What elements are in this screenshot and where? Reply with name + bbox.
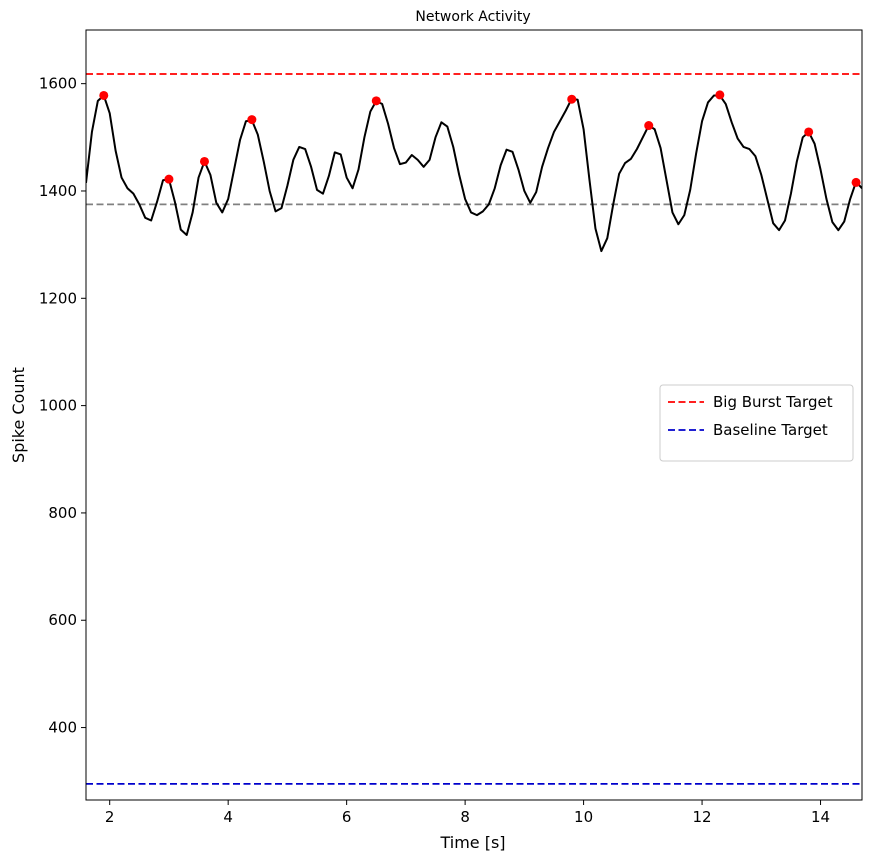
y-tick-label: 1600: [39, 75, 77, 93]
peak-marker: [804, 127, 814, 137]
plot-layer: [86, 73, 862, 785]
peak-marker: [851, 177, 861, 187]
x-tick-label: 4: [223, 808, 233, 826]
x-tick-label: 14: [811, 808, 830, 826]
x-axis-label: Time [s]: [439, 833, 505, 852]
peak-marker: [199, 156, 209, 166]
y-tick-label: 1200: [39, 289, 77, 307]
x-tick-label: 2: [105, 808, 115, 826]
peak-marker: [99, 90, 109, 100]
peak-marker: [715, 90, 725, 100]
peak-marker: [247, 115, 257, 125]
x-tick-label: 8: [460, 808, 470, 826]
y-tick-label: 800: [48, 504, 77, 522]
y-axis-label: Spike Count: [9, 367, 28, 463]
chart-title: Network Activity: [415, 9, 530, 25]
peak-marker: [644, 121, 654, 131]
x-tick-label: 6: [342, 808, 352, 826]
peak-marker: [567, 94, 577, 104]
peak-marker: [371, 96, 381, 106]
legend: Big Burst Target Baseline Target: [659, 384, 854, 462]
y-tick-label: 600: [48, 611, 77, 629]
y-tick-label: 1000: [39, 397, 77, 415]
x-tick-label: 12: [693, 808, 712, 826]
y-tick-label: 1400: [39, 182, 77, 200]
axes-layer: 2 4 6 8 10 12 14 400 600 800 1000 1200 1400 1600: [39, 29, 863, 826]
legend-box: [659, 384, 854, 462]
plot-frame: [85, 29, 863, 801]
peak-marker: [164, 174, 174, 184]
x-tick-label: 10: [574, 808, 593, 826]
legend-label: Baseline Target: [713, 421, 828, 439]
legend-label: Big Burst Target: [713, 393, 833, 411]
spike-count-line: [86, 94, 862, 253]
y-tick-label: 400: [48, 719, 77, 737]
